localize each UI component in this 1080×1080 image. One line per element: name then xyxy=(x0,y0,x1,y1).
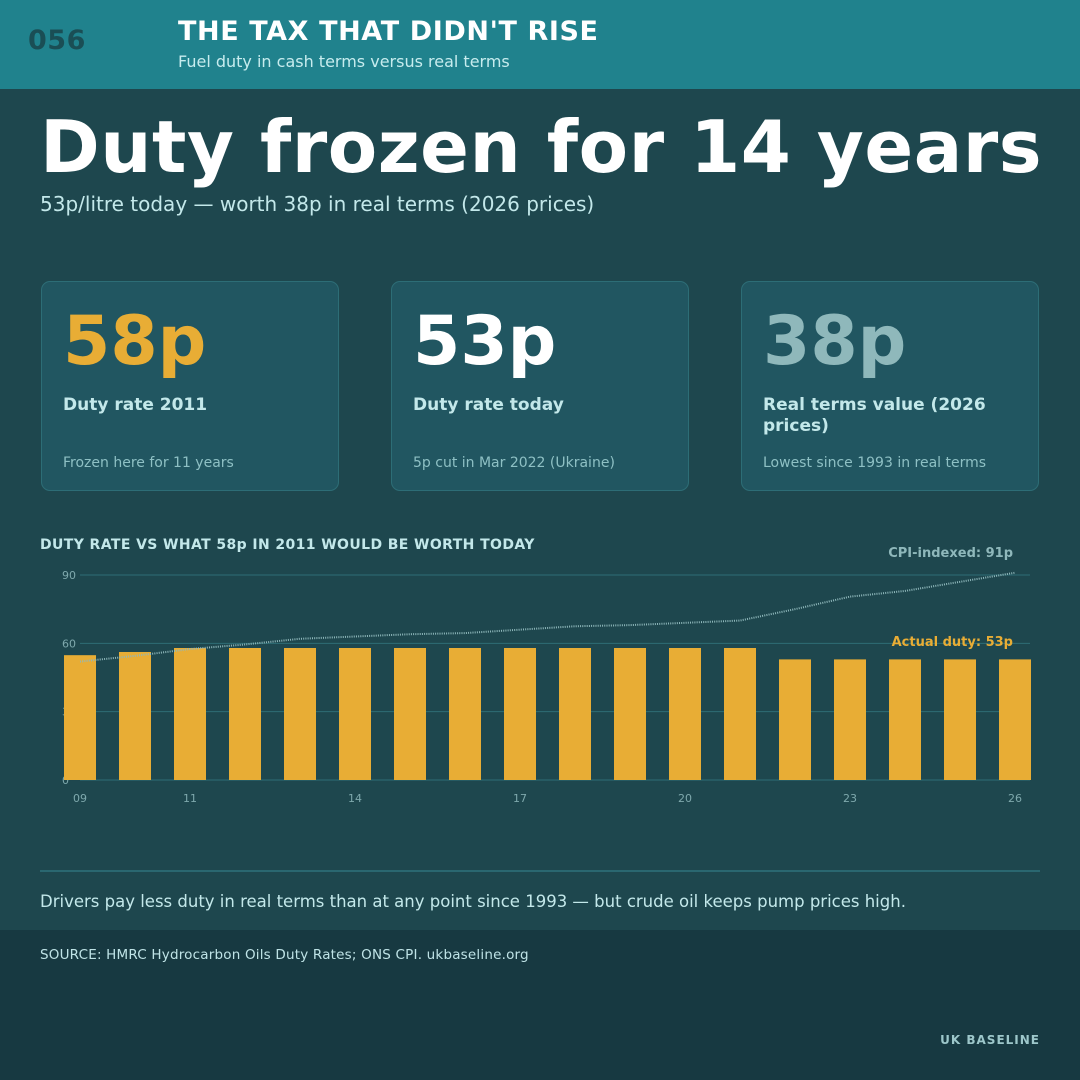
duty-chart: 03609009111417202326CPI-indexed: 91pActu… xyxy=(62,546,1031,805)
bar-16 xyxy=(449,648,481,780)
stat-label: Duty rate today xyxy=(413,395,564,415)
banner-subtitle: Fuel duty in cash terms versus real term… xyxy=(178,52,510,71)
y-tick-label: 60 xyxy=(62,637,76,650)
chart-title: DUTY RATE VS WHAT 58p IN 2011 WOULD BE W… xyxy=(40,537,535,553)
stat-label: Real terms value (2026 prices) xyxy=(763,395,986,436)
actual-duty-annotation: Actual duty: 53p xyxy=(892,635,1013,650)
stat-label: Duty rate 2011 xyxy=(63,395,208,415)
cpi-indexed-line xyxy=(79,571,1016,663)
brand-logo: UK BASELINE xyxy=(940,1033,1040,1047)
banner-title: THE TAX THAT DIDN'T RISE xyxy=(178,16,599,47)
bar-21 xyxy=(724,648,756,780)
bar-09 xyxy=(64,655,96,780)
bar-19 xyxy=(614,648,646,780)
bar-24 xyxy=(889,659,921,780)
x-tick-label: 20 xyxy=(678,792,692,805)
bar-20 xyxy=(669,648,701,780)
stat-card-2011-rate: 58p Duty rate 2011 Frozen here for 11 ye… xyxy=(41,281,339,491)
bar-14 xyxy=(339,648,371,780)
headline: Duty frozen for 14 years xyxy=(40,105,1043,189)
stat-value: 58p xyxy=(63,302,207,381)
x-tick-label: 26 xyxy=(1008,792,1022,805)
bar-15 xyxy=(394,648,426,780)
stat-card-current-rate: 53p Duty rate today 5p cut in Mar 2022 (… xyxy=(391,281,689,491)
subheadline: 53p/litre today — worth 38p in real term… xyxy=(40,192,595,216)
y-tick-label: 0 xyxy=(62,774,69,787)
x-tick-label: 17 xyxy=(513,792,527,805)
top-banner: 056 THE TAX THAT DIDN'T RISE Fuel duty i… xyxy=(0,0,1080,89)
cpi-annotation: CPI-indexed: 91p xyxy=(888,546,1013,561)
stat-note: Lowest since 1993 in real terms xyxy=(763,455,987,471)
stat-value: 53p xyxy=(413,302,557,381)
bar-25 xyxy=(944,659,976,780)
source-line: SOURCE: HMRC Hydrocarbon Oils Duty Rates… xyxy=(40,947,529,963)
bar-12 xyxy=(229,648,261,780)
stat-card-real-terms: 38p Real terms value (2026 prices) Lowes… xyxy=(741,281,1039,491)
bar-11 xyxy=(174,648,206,780)
issue-number: 056 xyxy=(28,25,86,56)
bar-17 xyxy=(504,648,536,780)
bar-26 xyxy=(999,659,1031,780)
x-tick-label: 09 xyxy=(73,792,87,805)
bar-18 xyxy=(559,648,591,780)
bar-23 xyxy=(834,659,866,780)
bar-13 xyxy=(284,648,316,780)
divider xyxy=(40,870,1040,872)
stat-note: 5p cut in Mar 2022 (Ukraine) xyxy=(413,455,615,471)
stat-value: 38p xyxy=(763,302,907,381)
bar-10 xyxy=(119,651,151,780)
bar-22 xyxy=(779,659,811,780)
stat-note: Frozen here for 11 years xyxy=(63,455,234,471)
footer: SOURCE: HMRC Hydrocarbon Oils Duty Rates… xyxy=(0,930,1080,1080)
x-tick-label: 23 xyxy=(843,792,857,805)
footnote: Drivers pay less duty in real terms than… xyxy=(40,892,906,911)
x-tick-label: 14 xyxy=(348,792,362,805)
x-tick-label: 11 xyxy=(183,792,197,805)
y-tick-label: 90 xyxy=(62,569,76,582)
